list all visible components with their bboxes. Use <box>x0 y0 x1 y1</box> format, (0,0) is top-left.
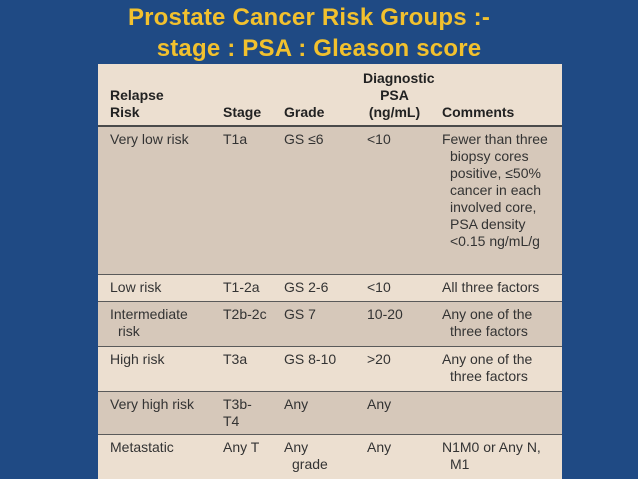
cell-relapse-risk: Low risk <box>110 278 162 295</box>
cell-relapse-risk: High risk <box>110 350 165 367</box>
header-stage: Stage <box>223 104 262 120</box>
cell-psa: Any <box>367 395 392 412</box>
risk-table-panel: Relapse Risk Stage Grade Diagnostic PSA … <box>98 64 562 479</box>
cell-stage: T1a <box>223 131 248 147</box>
cell-grade: GS ≤6 <box>284 131 324 147</box>
table-row: Low risk T1-2a GS 2-6 <10 All three fact… <box>98 274 562 301</box>
table-row: Very low risk T1a GS ≤6 <10 Fewer than t… <box>98 126 562 274</box>
cell-relapse-risk: Very low risk <box>110 131 189 147</box>
header-grade: Grade <box>284 104 325 120</box>
cell-comments <box>430 391 562 434</box>
cell-psa: >20 <box>367 350 391 367</box>
table-row: Very high risk T3b-T4 Any Any <box>98 391 562 434</box>
cell-comments: Any one of the three factors <box>442 350 533 384</box>
cell-comments: All three factors <box>442 278 540 295</box>
cell-psa: <10 <box>367 278 391 295</box>
cell-comments: Fewer than three biopsy cores positive, … <box>442 131 548 249</box>
cell-relapse-risk: Very high risk <box>110 395 195 412</box>
title-line-1: Prostate Cancer Risk Groups :- <box>127 4 491 31</box>
cell-grade: Any grade <box>284 438 328 472</box>
cell-grade: GS 7 <box>284 305 316 322</box>
cell-psa: 10-20 <box>367 305 403 322</box>
cell-stage: T2b-2c <box>223 305 267 322</box>
header-comments: Comments <box>442 104 515 120</box>
table-header-row: Relapse Risk Stage Grade Diagnostic PSA … <box>98 64 562 126</box>
table-row: Intermediate risk T2b-2c GS 7 10-20 Any … <box>98 301 562 346</box>
cell-grade: GS 2-6 <box>284 278 329 295</box>
risk-groups-table: Relapse Risk Stage Grade Diagnostic PSA … <box>98 64 562 479</box>
cell-psa: <10 <box>367 131 391 147</box>
cell-relapse-risk: Intermediate risk <box>110 305 188 339</box>
cell-stage: T3b-T4 <box>223 395 252 429</box>
header-diagnostic-psa: Diagnostic PSA (ng/mL) <box>363 70 435 120</box>
cell-comments: Any one of the three factors <box>442 305 533 339</box>
table-row: Metastatic Any T Any grade Any N1M0 or A… <box>98 434 562 479</box>
cell-stage: Any T <box>223 438 260 455</box>
cell-stage: T1-2a <box>223 278 260 295</box>
cell-relapse-risk: Metastatic <box>110 438 174 455</box>
cell-grade: GS 8-10 <box>284 350 337 367</box>
table-row: High risk T3a GS 8-10 >20 Any one of the… <box>98 346 562 391</box>
title-line-2: stage : PSA : Gleason score <box>156 35 482 62</box>
cell-stage: T3a <box>223 350 248 367</box>
cell-grade: Any <box>284 395 309 412</box>
header-relapse-risk: Relapse Risk <box>110 87 164 120</box>
slide-title: Prostate Cancer Risk Groups :- stage : P… <box>0 2 638 64</box>
cell-comments: N1M0 or Any N, M1 <box>442 438 541 472</box>
cell-psa: Any <box>367 438 392 455</box>
